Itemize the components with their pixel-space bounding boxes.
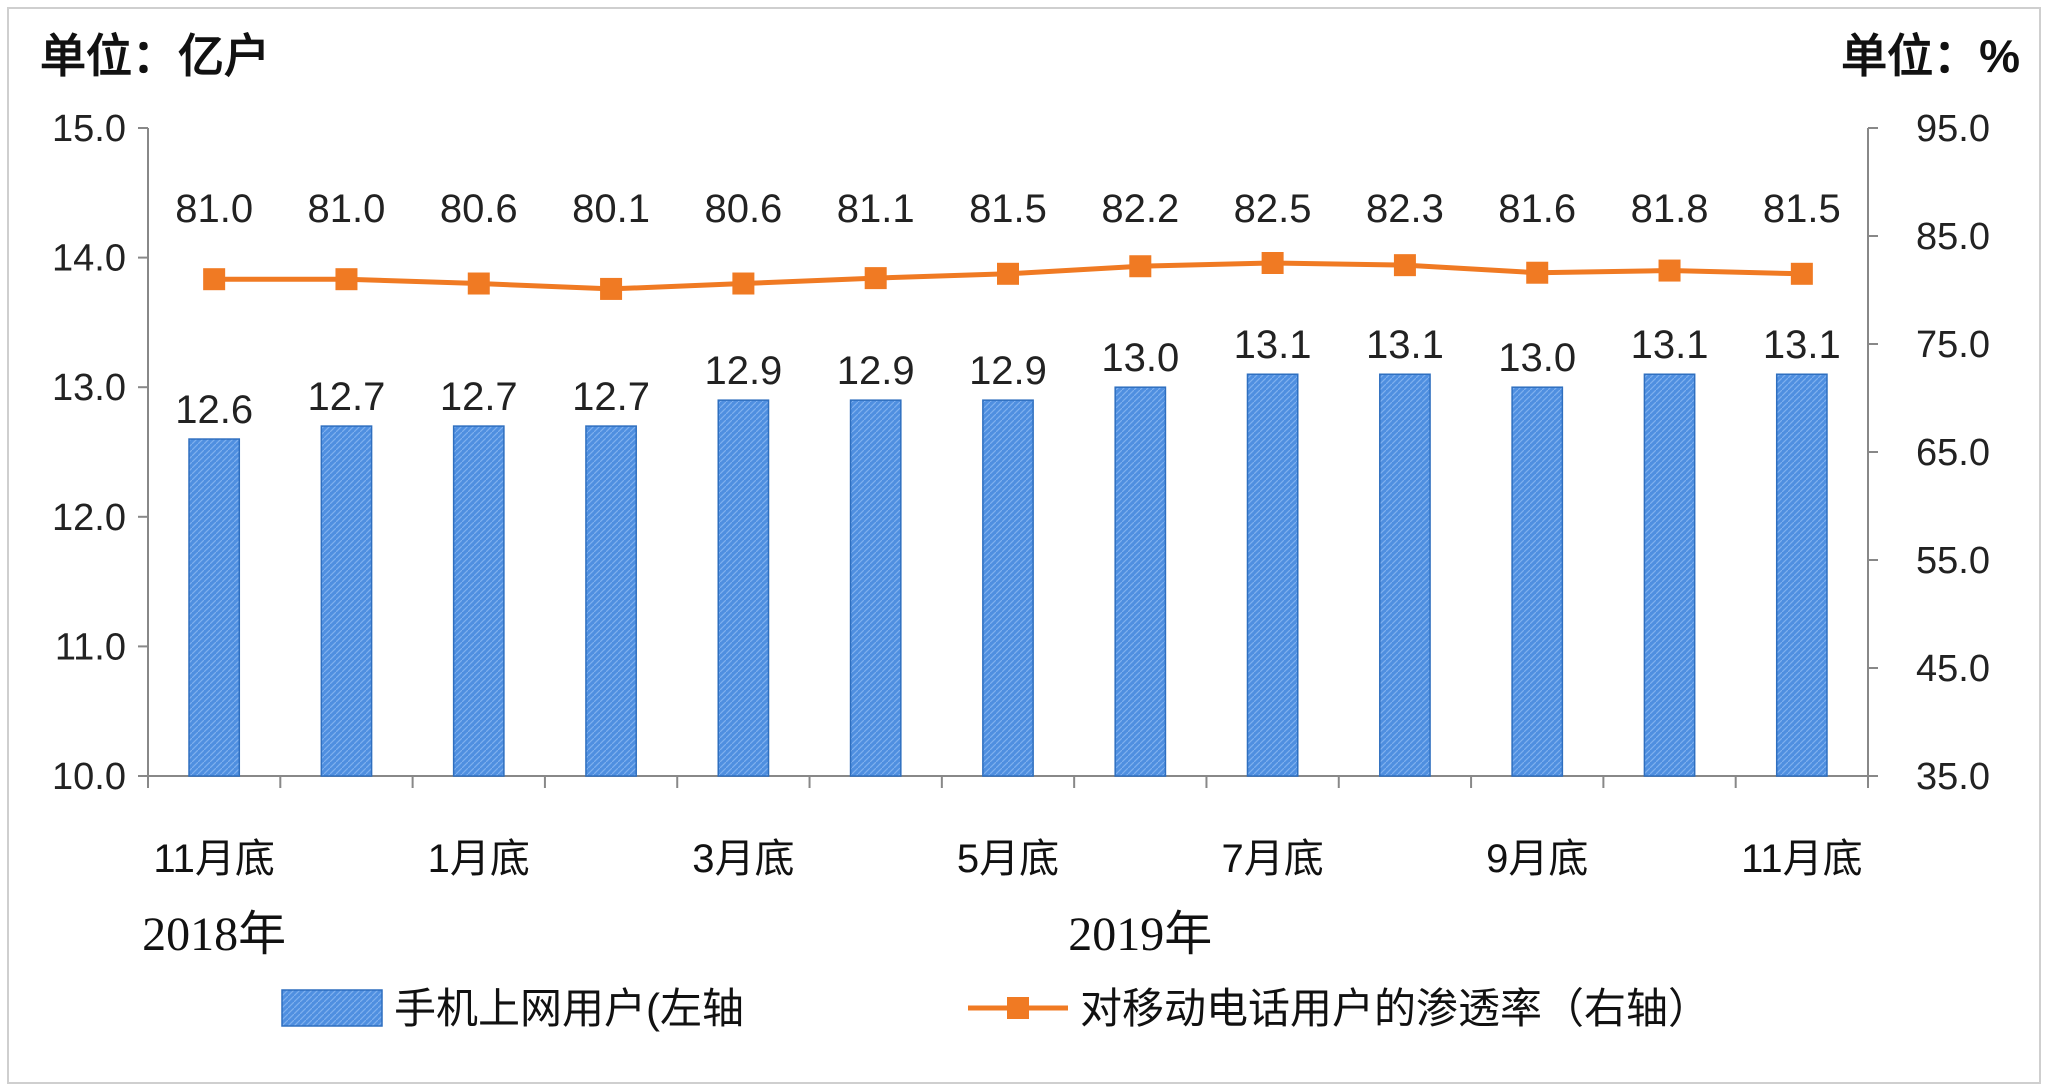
bar [188, 438, 241, 777]
bar [1511, 386, 1564, 777]
x-tick-label: 9月底 [1486, 837, 1588, 881]
year-label: 2019年 [1068, 908, 1212, 961]
left-tick-label: 11.0 [55, 626, 126, 668]
bar-data-label: 13.1 [1234, 323, 1312, 367]
line-marker [864, 267, 887, 290]
line-data-label: 82.5 [1234, 187, 1312, 231]
x-tick-label: 11月底 [1741, 837, 1863, 881]
x-axis-labels: 11月底 1月底 3月底 5月底 7月底 9月底 11月底 2018年 2019年 [142, 837, 1862, 961]
line-series [203, 252, 1813, 300]
year-label: 2018年 [142, 908, 286, 961]
line-marker [467, 272, 490, 295]
line-marker [997, 262, 1019, 285]
axes: 10.0 11.0 12.0 13.0 14.0 15.0 35.0 45.0 55.0 65.0… [52, 108, 1990, 798]
bar-data-label: 13.1 [1366, 323, 1444, 367]
line-data-label: 81.1 [837, 187, 915, 231]
line-marker [1790, 262, 1813, 285]
line-marker [1129, 255, 1152, 278]
line-marker [1658, 259, 1681, 282]
line-data-label: 80.6 [440, 187, 518, 231]
bar [1114, 386, 1167, 777]
x-tick-label: 11月底 [153, 837, 275, 881]
line-data-label: 81.5 [1763, 187, 1841, 231]
right-tick-label: 95.0 [1916, 108, 1990, 150]
right-tick-label: 55.0 [1916, 540, 1990, 582]
left-tick-label: 15.0 [52, 108, 126, 150]
bar-data-label: 13.0 [1498, 336, 1576, 380]
left-tick-label: 13.0 [52, 367, 126, 409]
line-data-label: 82.3 [1366, 187, 1444, 231]
x-tick-label: 5月底 [957, 837, 1059, 881]
right-tick-label: 85.0 [1916, 216, 1990, 258]
legend: 手机上网用户(左轴 对移动电话用户的渗透率（右轴） [281, 985, 1710, 1032]
line-data-label: 81.0 [175, 187, 253, 231]
line-data-label: 81.5 [969, 187, 1047, 231]
legend-line-marker [1007, 997, 1029, 1019]
right-unit-label: 单位：% [1841, 30, 2020, 82]
line-marker [203, 268, 226, 291]
line-marker [600, 277, 623, 300]
line-data-label: 81.6 [1498, 187, 1576, 231]
bar-data-label: 12.9 [969, 349, 1047, 393]
bar-data-label: 13.0 [1101, 336, 1179, 380]
legend-line-label: 对移动电话用户的渗透率（右轴） [1080, 985, 1710, 1032]
right-tick-label: 35.0 [1916, 756, 1990, 798]
bar-data-label: 12.9 [704, 349, 782, 393]
line-marker [1393, 254, 1416, 277]
bar [1246, 373, 1299, 777]
bar-data-label: 12.9 [837, 349, 915, 393]
legend-bar-label: 手机上网用户(左轴 [394, 985, 744, 1032]
line-data-label: 81.0 [308, 187, 386, 231]
x-tick-label: 3月底 [692, 837, 794, 881]
line-data-label: 80.1 [572, 187, 650, 231]
line-marker [335, 268, 358, 291]
bar-data-label: 12.7 [440, 375, 518, 419]
right-tick-label: 75.0 [1916, 324, 1990, 366]
x-tick-label: 1月底 [428, 837, 530, 881]
bar-data-label: 13.1 [1631, 323, 1709, 367]
line-data-label: 82.2 [1101, 187, 1179, 231]
legend-bar-swatch [281, 989, 383, 1027]
x-tick-label: 7月底 [1221, 837, 1323, 881]
bar [320, 425, 373, 777]
bar [1379, 373, 1431, 777]
line-marker [732, 272, 755, 295]
bar [982, 399, 1034, 777]
bar [717, 399, 770, 777]
line-marker [1526, 261, 1549, 284]
bar-data-label: 12.7 [308, 375, 386, 419]
right-tick-label: 65.0 [1916, 432, 1990, 474]
bar-data-label: 12.6 [175, 388, 253, 432]
bar-data-label: 13.1 [1763, 323, 1841, 367]
bar [1643, 373, 1696, 777]
line-data-label: 80.6 [704, 187, 782, 231]
bar [452, 425, 505, 777]
left-tick-label: 14.0 [52, 238, 126, 280]
bar [585, 425, 637, 777]
bar [1775, 373, 1828, 777]
bar [849, 399, 902, 777]
data-labels: 12.6 12.7 12.7 12.7 12.9 12.9 12.9 13.0 13.1 13.1… [175, 187, 1841, 432]
line-data-label: 81.8 [1631, 187, 1709, 231]
bar-series [188, 373, 1828, 777]
bar-data-label: 12.7 [572, 375, 650, 419]
left-tick-label: 12.0 [52, 497, 126, 539]
right-tick-label: 45.0 [1916, 648, 1990, 690]
left-unit-label: 单位：亿户 [40, 30, 270, 82]
left-tick-label: 10.0 [52, 756, 126, 798]
line-marker [1261, 252, 1284, 274]
